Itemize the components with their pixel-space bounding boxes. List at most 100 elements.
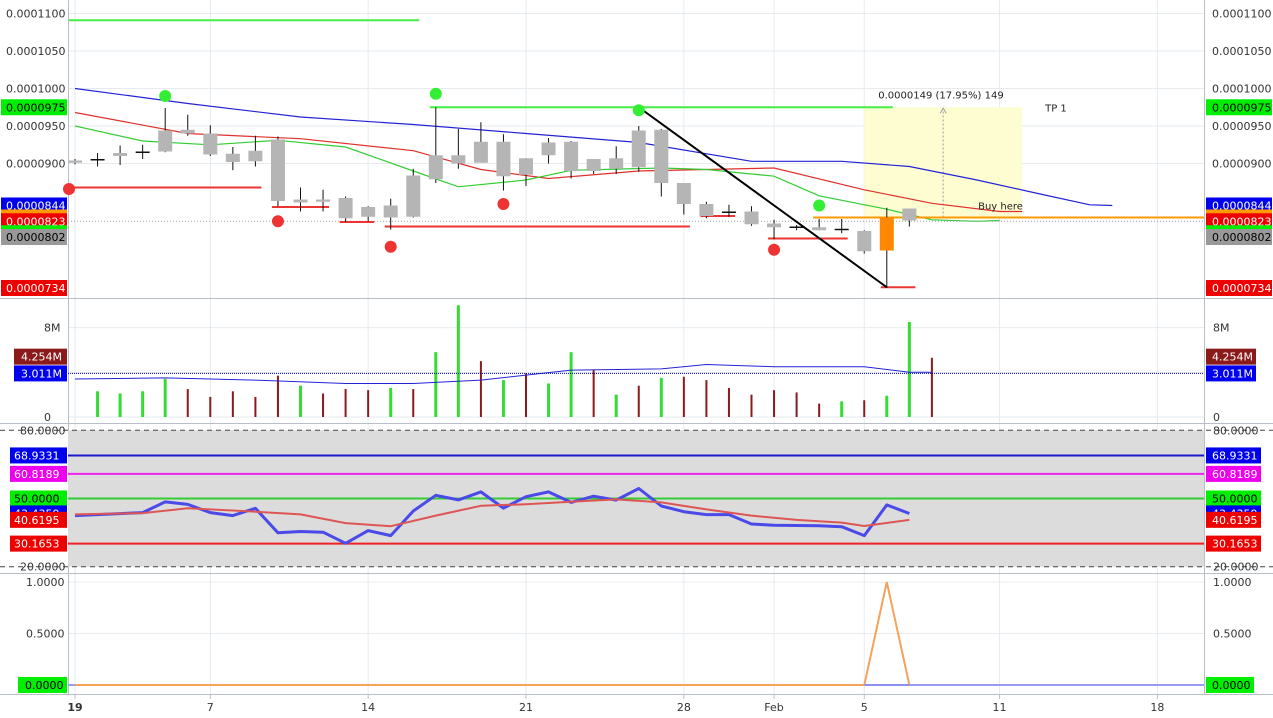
candle bbox=[586, 159, 601, 174]
candle-body bbox=[744, 211, 759, 225]
candle-body bbox=[767, 223, 782, 228]
signal-tag-right: 0.0000 bbox=[1212, 679, 1251, 692]
candle-body bbox=[451, 155, 466, 164]
oscillator-tag-bg-right bbox=[1206, 535, 1261, 552]
candle bbox=[812, 219, 827, 231]
time-tick-label: 11 bbox=[993, 701, 1007, 714]
oscillator-tag-right: 68.9331 bbox=[1212, 449, 1258, 462]
volume-bar bbox=[118, 393, 122, 417]
time-tick-label: 28 bbox=[677, 701, 691, 714]
volume-tick-right: 8M bbox=[1213, 322, 1230, 335]
price-tag-left: 0.0000734 bbox=[6, 282, 66, 295]
price-tag-left: 0.0000802 bbox=[6, 231, 66, 244]
price-tag-bg-left bbox=[1, 280, 67, 296]
candle-body bbox=[338, 198, 353, 219]
oscillator-tag-bg-left bbox=[10, 447, 67, 464]
volume-bar bbox=[525, 373, 527, 417]
volume-bar bbox=[479, 361, 482, 417]
volume-bar bbox=[141, 391, 145, 417]
candle bbox=[631, 126, 646, 172]
signal-tick-right: 0.5000 bbox=[1213, 628, 1252, 641]
volume-tick-right: 0 bbox=[1213, 411, 1220, 424]
volume-bar bbox=[412, 389, 415, 417]
candle bbox=[293, 187, 308, 212]
signal-tick-right: 1.0000 bbox=[1213, 576, 1252, 589]
oscillator-tick-right: 20.0000 bbox=[1213, 561, 1259, 574]
volume-tag-bg-left bbox=[14, 365, 67, 382]
volume-bar bbox=[705, 380, 708, 417]
target-zone bbox=[864, 107, 1023, 218]
candle-body bbox=[654, 129, 669, 183]
candle-body bbox=[609, 158, 624, 169]
volume-bar bbox=[367, 390, 370, 417]
price-tick-left: 0.0001100 bbox=[6, 8, 66, 21]
candle-body bbox=[879, 217, 894, 251]
range-label: 0.0000149 (17.95%) 149 bbox=[878, 90, 1003, 101]
oscillator-tag-right: 40.6195 bbox=[1212, 514, 1258, 527]
sell-signal-dot bbox=[497, 198, 510, 210]
volume-bar bbox=[186, 389, 189, 417]
volume-bar bbox=[501, 380, 505, 417]
volume-tag-left: 3.011M bbox=[21, 367, 62, 380]
volume-bar bbox=[276, 375, 279, 417]
price-tick-left: 0.0001000 bbox=[6, 83, 66, 96]
volume-bar bbox=[569, 352, 573, 417]
volume-bar bbox=[209, 396, 212, 417]
candle bbox=[225, 147, 240, 171]
price-tick-right: 0.0001000 bbox=[1212, 83, 1272, 96]
buy-signal-dot bbox=[429, 87, 442, 100]
candle-body bbox=[473, 141, 488, 163]
signal-line bbox=[75, 581, 911, 686]
oscillator-tag-left: 40.6195 bbox=[14, 514, 60, 527]
time-tick-label: 19 bbox=[67, 701, 82, 714]
volume-bar bbox=[637, 385, 640, 417]
candle bbox=[338, 196, 353, 222]
volume-bar bbox=[614, 394, 618, 417]
oscillator-tag-bg-right bbox=[1206, 490, 1261, 507]
candle-body bbox=[248, 150, 263, 162]
trend-line bbox=[638, 106, 888, 289]
candle-body bbox=[857, 231, 872, 252]
oscillator-tag-bg-left bbox=[10, 465, 67, 482]
price-tag-right: 0.0000823 bbox=[1212, 215, 1272, 228]
price-tag-right: 0.0000844 bbox=[1212, 200, 1272, 213]
candle bbox=[361, 206, 376, 222]
candle bbox=[406, 168, 421, 218]
tp-label: TP 1 bbox=[1044, 103, 1067, 114]
oscillator-tag-right: 30.1653 bbox=[1212, 538, 1258, 551]
volume-bar bbox=[818, 403, 821, 417]
candle bbox=[654, 129, 669, 197]
price-tick-left: 0.0000900 bbox=[6, 158, 66, 171]
candle-body bbox=[586, 159, 601, 171]
price-tick-left: 0.0000950 bbox=[6, 120, 66, 133]
volume-tag-right: 3.011M bbox=[1212, 367, 1253, 380]
candle bbox=[879, 207, 894, 288]
candle bbox=[721, 204, 736, 217]
oscillator-tag-right: 60.8189 bbox=[1212, 468, 1258, 481]
signal-tag-bg-right bbox=[1206, 676, 1254, 693]
candle bbox=[451, 129, 466, 169]
candle-body bbox=[631, 130, 646, 168]
candle-body bbox=[519, 158, 533, 175]
volume-bar bbox=[96, 391, 100, 417]
oscillator-tick-right: 80.0000 bbox=[1213, 424, 1259, 437]
price-tick-left: 0.0001050 bbox=[6, 45, 66, 58]
candle-body bbox=[270, 139, 285, 201]
candle bbox=[203, 125, 218, 156]
volume-tag-right: 4.254M bbox=[1212, 351, 1253, 364]
candle-body bbox=[113, 153, 128, 156]
candle bbox=[316, 189, 331, 212]
volume-bar bbox=[344, 389, 347, 417]
oscillator-tag-left: 60.8189 bbox=[14, 468, 60, 481]
candle bbox=[270, 136, 285, 207]
candle bbox=[113, 145, 128, 165]
time-tick-label: Feb bbox=[764, 701, 783, 714]
signal-tick-left: 1.0000 bbox=[26, 576, 65, 589]
candle bbox=[767, 219, 782, 240]
time-tick-label: 5 bbox=[861, 701, 868, 714]
candle bbox=[158, 108, 173, 153]
volume-bar bbox=[930, 357, 933, 417]
oscillator-tick-left: 20.0000 bbox=[20, 561, 66, 574]
